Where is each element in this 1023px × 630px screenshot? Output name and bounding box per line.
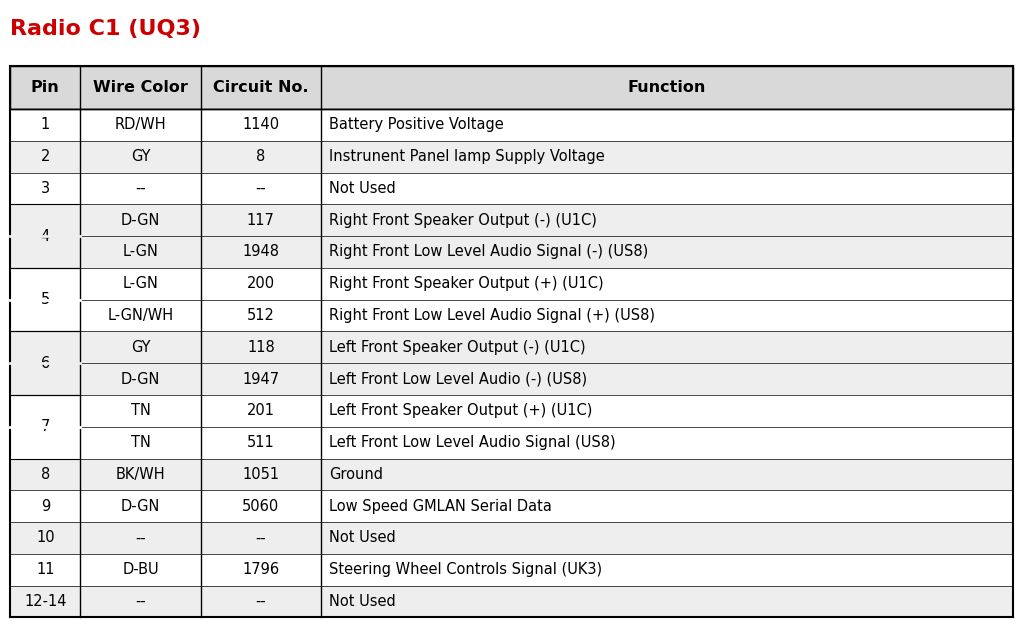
Text: 8: 8 xyxy=(41,467,50,482)
Text: L-GN: L-GN xyxy=(123,244,159,260)
Text: 4: 4 xyxy=(41,229,50,244)
Bar xyxy=(10,459,1013,490)
Text: 9: 9 xyxy=(41,499,50,513)
Text: L-GN: L-GN xyxy=(123,277,159,291)
Text: 200: 200 xyxy=(247,277,275,291)
Text: 511: 511 xyxy=(247,435,275,450)
Text: --: -- xyxy=(135,181,146,196)
Text: Ground: Ground xyxy=(329,467,384,482)
Text: Radio C1 (UQ3): Radio C1 (UQ3) xyxy=(10,19,202,39)
Bar xyxy=(10,173,1013,204)
Bar xyxy=(10,109,1013,140)
Text: 11: 11 xyxy=(36,562,54,577)
Text: 117: 117 xyxy=(247,213,275,227)
Text: Not Used: Not Used xyxy=(329,594,396,609)
Bar xyxy=(10,140,1013,173)
Text: --: -- xyxy=(256,530,266,546)
Text: --: -- xyxy=(256,181,266,196)
Text: Left Front Low Level Audio Signal (US8): Left Front Low Level Audio Signal (US8) xyxy=(329,435,616,450)
Text: 8: 8 xyxy=(256,149,266,164)
Text: GY: GY xyxy=(131,340,150,355)
Bar xyxy=(10,300,1013,331)
Text: Left Front Speaker Output (-) (U1C): Left Front Speaker Output (-) (U1C) xyxy=(329,340,586,355)
Text: 5060: 5060 xyxy=(242,499,279,513)
Text: Instrunent Panel lamp Supply Voltage: Instrunent Panel lamp Supply Voltage xyxy=(329,149,605,164)
Text: RD/WH: RD/WH xyxy=(115,117,167,132)
Bar xyxy=(10,395,1013,427)
Text: BK/WH: BK/WH xyxy=(116,467,166,482)
Bar xyxy=(10,268,1013,300)
Text: Right Front Low Level Audio Signal (-) (US8): Right Front Low Level Audio Signal (-) (… xyxy=(329,244,649,260)
Bar xyxy=(10,522,1013,554)
Text: --: -- xyxy=(135,594,146,609)
Text: TN: TN xyxy=(131,403,150,418)
Bar xyxy=(10,331,1013,363)
Text: Low Speed GMLAN Serial Data: Low Speed GMLAN Serial Data xyxy=(329,499,552,513)
Text: Steering Wheel Controls Signal (UK3): Steering Wheel Controls Signal (UK3) xyxy=(329,562,603,577)
Text: D-GN: D-GN xyxy=(121,213,161,227)
Text: 10: 10 xyxy=(36,530,54,546)
Text: 1947: 1947 xyxy=(242,372,279,387)
Text: Battery Positive Voltage: Battery Positive Voltage xyxy=(329,117,504,132)
Text: 118: 118 xyxy=(247,340,275,355)
Text: Right Front Speaker Output (-) (U1C): Right Front Speaker Output (-) (U1C) xyxy=(329,213,597,227)
Text: 6: 6 xyxy=(41,356,50,370)
Text: --: -- xyxy=(256,594,266,609)
Text: 201: 201 xyxy=(247,403,275,418)
Text: 1140: 1140 xyxy=(242,117,279,132)
Text: D-GN: D-GN xyxy=(121,372,161,387)
Bar xyxy=(10,363,1013,395)
Bar xyxy=(10,427,1013,459)
Text: Not Used: Not Used xyxy=(329,530,396,546)
Text: 3: 3 xyxy=(41,181,50,196)
Text: 512: 512 xyxy=(247,308,275,323)
Bar xyxy=(10,236,1013,268)
Text: --: -- xyxy=(135,530,146,546)
Text: L-GN/WH: L-GN/WH xyxy=(107,308,174,323)
Text: Circuit No.: Circuit No. xyxy=(213,80,309,95)
Text: Wire Color: Wire Color xyxy=(93,80,188,95)
Text: Right Front Speaker Output (+) (U1C): Right Front Speaker Output (+) (U1C) xyxy=(329,277,604,291)
Text: Pin: Pin xyxy=(31,80,59,95)
Text: Left Front Speaker Output (+) (U1C): Left Front Speaker Output (+) (U1C) xyxy=(329,403,592,418)
Bar xyxy=(10,586,1013,617)
Text: Not Used: Not Used xyxy=(329,181,396,196)
Text: 5: 5 xyxy=(41,292,50,307)
Bar xyxy=(10,554,1013,586)
Bar xyxy=(10,490,1013,522)
Text: 1: 1 xyxy=(41,117,50,132)
Text: Left Front Low Level Audio (-) (US8): Left Front Low Level Audio (-) (US8) xyxy=(329,372,587,387)
Text: 1796: 1796 xyxy=(242,562,279,577)
Text: 12-14: 12-14 xyxy=(25,594,66,609)
Text: GY: GY xyxy=(131,149,150,164)
Text: TN: TN xyxy=(131,435,150,450)
Text: D-BU: D-BU xyxy=(122,562,159,577)
Text: 1051: 1051 xyxy=(242,467,279,482)
Bar xyxy=(10,204,1013,236)
Text: Function: Function xyxy=(628,80,706,95)
Text: D-GN: D-GN xyxy=(121,499,161,513)
Text: Right Front Low Level Audio Signal (+) (US8): Right Front Low Level Audio Signal (+) (… xyxy=(329,308,655,323)
Bar xyxy=(10,66,1013,109)
Text: 2: 2 xyxy=(41,149,50,164)
Text: 7: 7 xyxy=(41,419,50,434)
Text: 1948: 1948 xyxy=(242,244,279,260)
